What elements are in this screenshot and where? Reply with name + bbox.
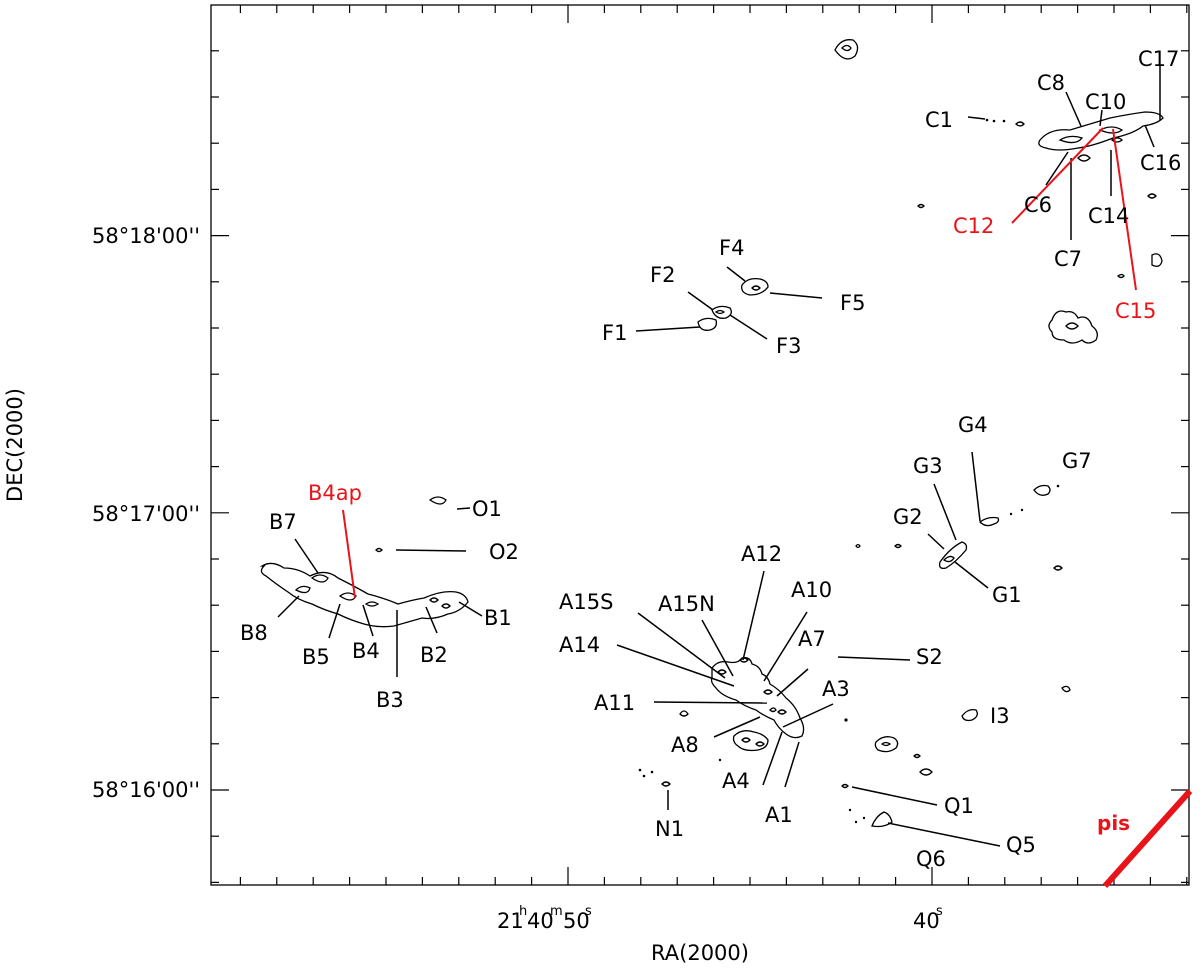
- x-axis-label: RA(2000): [651, 941, 749, 965]
- emission-contours: [259, 39, 1164, 828]
- label-A15S: A15S: [559, 590, 613, 614]
- label-B5: B5: [302, 645, 330, 669]
- label-C7: C7: [1054, 247, 1082, 271]
- source-labels: C1 C8 C10 C17 C16 C6 C12 C14 C7 C15 F4 F…: [240, 47, 1181, 871]
- label-Q5: Q5: [1006, 833, 1036, 857]
- label-S2: S2: [916, 645, 943, 669]
- label-A8: A8: [671, 733, 699, 757]
- label-C12: C12: [953, 214, 994, 238]
- label-G2: G2: [893, 505, 923, 529]
- label-C8: C8: [1037, 71, 1065, 95]
- label-B3: B3: [376, 688, 404, 712]
- svg-text:21: 21: [497, 909, 524, 933]
- label-C10: C10: [1085, 90, 1126, 114]
- label-N1: N1: [655, 817, 684, 841]
- plot-frame: [210, 4, 1190, 886]
- pis-annotation: pis: [1097, 788, 1193, 889]
- label-F5: F5: [840, 291, 865, 315]
- label-C16: C16: [1140, 151, 1181, 175]
- label-B8: B8: [240, 621, 268, 645]
- svg-text:s: s: [585, 904, 592, 919]
- label-A14: A14: [559, 633, 600, 657]
- label-C6: C6: [1024, 193, 1052, 217]
- label-A4: A4: [722, 769, 750, 793]
- svg-text:40: 40: [527, 909, 554, 933]
- label-F2: F2: [650, 263, 675, 287]
- label-C17: C17: [1138, 47, 1179, 71]
- label-O2: O2: [489, 540, 519, 564]
- label-G7: G7: [1062, 449, 1092, 473]
- label-F3: F3: [776, 334, 801, 358]
- label-C14: C14: [1088, 204, 1129, 228]
- label-B4ap: B4ap: [308, 481, 362, 505]
- y-tick-label-16: 58°16'00'': [92, 778, 200, 802]
- svg-text:50: 50: [563, 909, 590, 933]
- label-Q6: Q6: [916, 847, 946, 871]
- leader-lines: [277, 65, 1161, 847]
- y-axis-label: DEC(2000): [3, 388, 27, 502]
- label-G3: G3: [913, 454, 943, 478]
- svg-text:m: m: [550, 904, 563, 919]
- svg-text:40: 40: [913, 909, 940, 933]
- label-C1: C1: [925, 108, 953, 132]
- x-tick-label-2: 40 s: [913, 904, 943, 933]
- x-tick-label-1: 21 h 40 m 50 s: [497, 904, 592, 933]
- svg-text:h: h: [519, 904, 527, 919]
- label-B7: B7: [269, 510, 297, 534]
- label-C15: C15: [1115, 299, 1156, 323]
- label-O1: O1: [472, 497, 502, 521]
- label-Q1: Q1: [944, 794, 974, 818]
- y-tick-label-17: 58°17'00'': [92, 502, 200, 526]
- label-A10: A10: [791, 578, 832, 602]
- label-A15N: A15N: [658, 592, 715, 616]
- label-G4: G4: [958, 413, 988, 437]
- pis-label: pis: [1097, 811, 1130, 835]
- pis-line: [1102, 788, 1193, 889]
- label-B2: B2: [420, 643, 448, 667]
- label-A7: A7: [798, 627, 826, 651]
- label-G1: G1: [992, 583, 1022, 607]
- svg-text:s: s: [936, 904, 943, 919]
- tick-marks: [211, 5, 1189, 885]
- label-F1: F1: [602, 321, 627, 345]
- label-A12: A12: [741, 542, 782, 566]
- label-A3: A3: [822, 677, 850, 701]
- label-A11: A11: [594, 691, 635, 715]
- label-I3: I3: [990, 704, 1010, 728]
- y-tick-label-18: 58°18'00'': [92, 224, 200, 248]
- label-F4: F4: [719, 236, 744, 260]
- label-A1: A1: [765, 803, 793, 827]
- label-B1: B1: [484, 606, 512, 630]
- label-B4: B4: [352, 639, 380, 663]
